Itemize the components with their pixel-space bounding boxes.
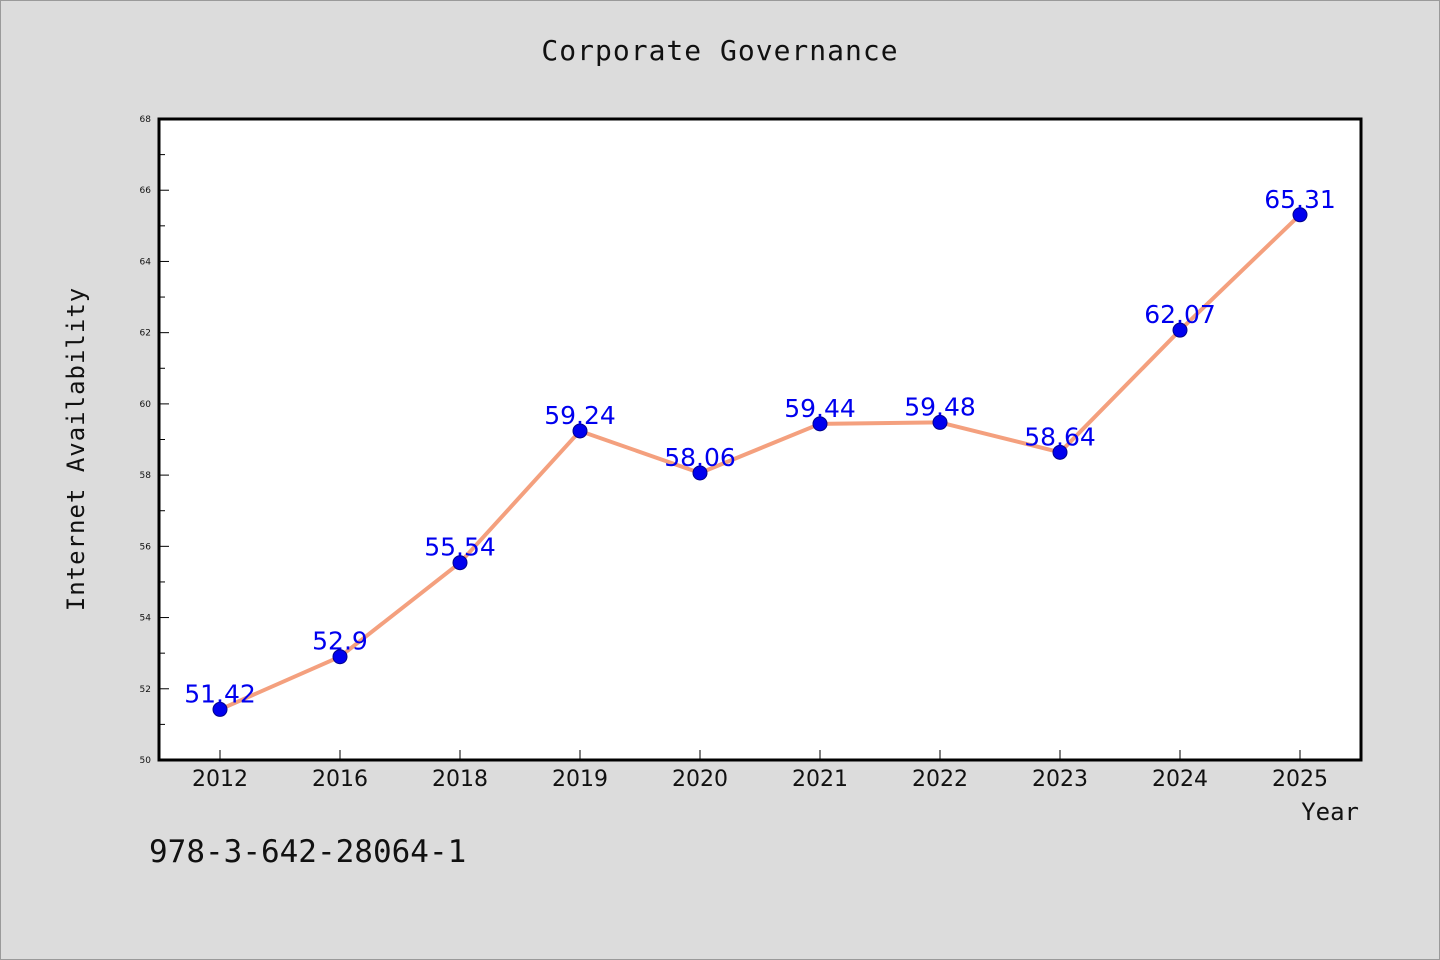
y-tick-label: 58 (140, 471, 152, 481)
data-point (812, 416, 828, 432)
y-tick-label: 62 (140, 329, 151, 339)
x-tick-label: 2019 (552, 767, 608, 792)
y-axis-label: Internet Availability (62, 287, 90, 611)
data-point (1172, 322, 1188, 338)
x-tick-label: 2016 (312, 767, 368, 792)
x-tick-label: 2022 (912, 767, 968, 792)
data-label: 55.54 (424, 533, 496, 562)
y-axis: 50 52 54 56 58 60 62 64 66 68 (140, 115, 169, 766)
data-point (1292, 207, 1308, 223)
data-label: 58.64 (1024, 422, 1096, 451)
data-point (212, 701, 228, 717)
data-point (452, 555, 468, 571)
x-tick-label: 2023 (1032, 767, 1088, 792)
chart-title: Corporate Governance (541, 34, 899, 67)
data-point (932, 414, 948, 430)
series-line (218, 212, 1302, 712)
data-point (692, 465, 708, 481)
y-tick-label: 56 (140, 542, 152, 552)
plot-area (157, 117, 1363, 762)
x-tick-label: 2025 (1272, 767, 1328, 792)
y-tick-label: 52 (140, 685, 151, 695)
x-tick-label: 2020 (672, 767, 728, 792)
data-label: 65.31 (1264, 185, 1336, 214)
data-label: 58.06 (664, 443, 736, 472)
x-axis: 2012 2016 2018 2019 2020 2021 2022 2023 2024 2025 (192, 750, 1328, 792)
x-tick-label: 2021 (792, 767, 848, 792)
data-point (332, 649, 348, 665)
y-tick-label: 50 (140, 756, 152, 766)
x-tick-label: 2024 (1152, 767, 1208, 792)
data-labels: 51.42 52.9 55.54 59.24 58.06 59.44 59.48 58.64 6… (184, 185, 1336, 709)
data-label: 59.48 (904, 392, 976, 421)
data-label: 51.42 (184, 679, 256, 708)
x-tick-label: 2018 (432, 767, 488, 792)
data-label: 59.44 (784, 394, 856, 423)
data-point (1052, 444, 1068, 460)
data-points (212, 207, 1308, 717)
x-axis-label: Year (1301, 798, 1359, 826)
footer-code: 978-3-642-28064-1 (149, 834, 467, 870)
y-tick-label: 64 (140, 257, 152, 267)
y-tick-label: 68 (140, 115, 152, 125)
data-label: 62.07 (1144, 300, 1216, 329)
data-label: 59.24 (544, 401, 616, 430)
x-tick-label: 2012 (192, 767, 248, 792)
y-tick-label: 54 (140, 614, 152, 624)
data-label: 52.9 (312, 627, 368, 656)
data-point (572, 423, 588, 439)
y-tick-label: 66 (140, 186, 152, 196)
y-tick-label: 60 (140, 400, 152, 410)
